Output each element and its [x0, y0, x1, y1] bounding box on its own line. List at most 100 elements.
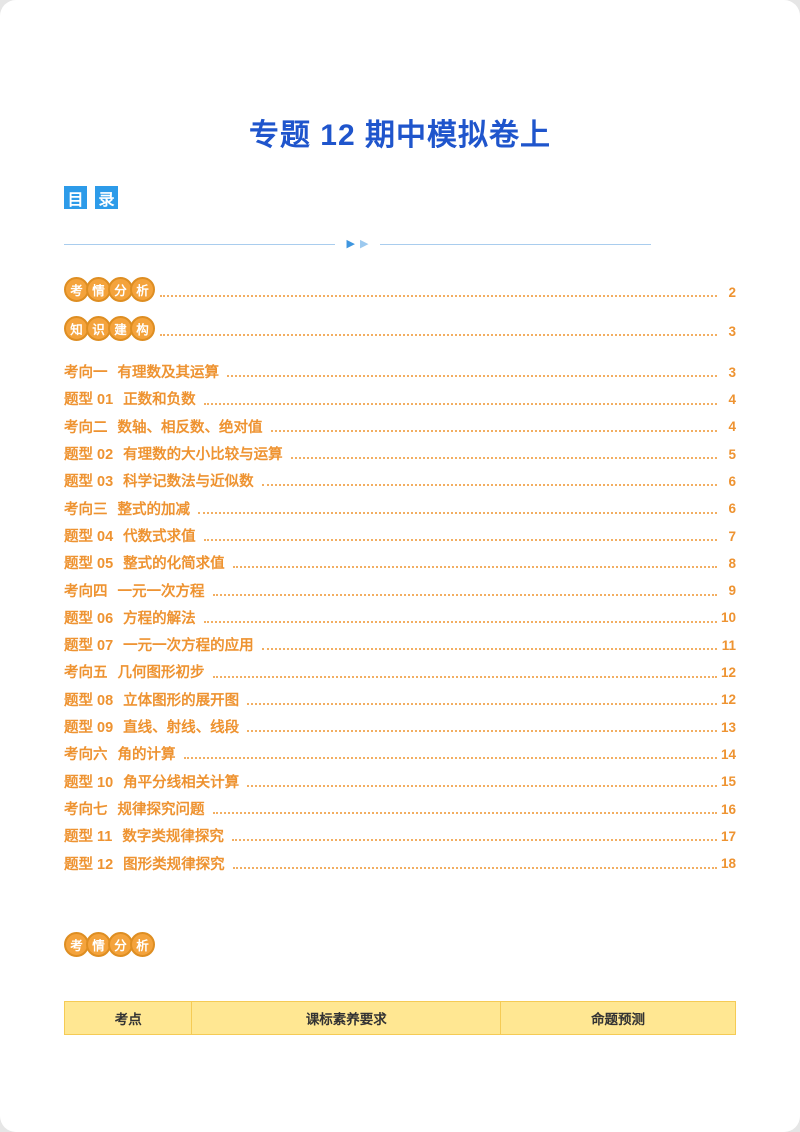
badge-char: 构: [130, 316, 155, 341]
dotted-leader: [247, 784, 717, 787]
toc-entry: 题型 02 有理数的大小比较与运算 5: [64, 437, 736, 464]
badge-char: 识: [86, 316, 111, 341]
toc-entry: 题型 09 直线、射线、线段 13: [64, 710, 736, 737]
table-header-row: 考点 课标素养要求 命题预测: [63, 1000, 736, 1035]
toc-page-number: 8: [728, 555, 736, 571]
toc-entry: 题型 12 图形类规律探究 18: [64, 846, 736, 873]
dotted-leader: [232, 566, 717, 569]
toc-entry: 考向五 几何图形初步 12: [64, 655, 736, 682]
toc-entry-title: 代数式求值: [123, 528, 196, 545]
toc-page-number: 14: [720, 746, 736, 762]
toc-page-number: 15: [720, 774, 736, 790]
dotted-leader: [183, 757, 717, 760]
dotted-leader: [203, 539, 717, 542]
toc-page-number: 17: [720, 828, 736, 844]
toc-entry-label: 考向一: [64, 365, 108, 382]
table-header-2: 课标素养要求: [191, 1000, 502, 1035]
dotted-leader: [212, 675, 717, 678]
toc-entry-label: 题型 08: [64, 692, 114, 709]
dotted-leader: [227, 375, 717, 378]
toc-page-number: 9: [728, 583, 736, 599]
toc-entry-label: 题型 04: [64, 528, 114, 545]
toc-badge-rows: 考情分析 2 知识建构 3: [64, 276, 736, 341]
dotted-leader: [232, 866, 717, 869]
dotted-leader: [247, 730, 717, 733]
toc-page-number: 5: [728, 446, 736, 462]
toc-entry-label: 题型 12: [64, 856, 114, 873]
toc-list: 考向一 有理数及其运算 3 题型 01 正数和负数 4 考向二 数轴、相反数、绝对值 4 题型 0…: [64, 355, 736, 874]
toc-entry-label: 题型 07: [64, 638, 114, 655]
dotted-leader: [198, 511, 717, 514]
toc-entry: 题型 03 科学记数法与近似数 6: [64, 464, 736, 491]
dotted-leader: [212, 593, 717, 596]
dotted-leader: [290, 457, 717, 460]
dotted-leader: [270, 429, 717, 432]
toc-entry-title: 数字类规律探究: [122, 829, 224, 846]
toc-entry-title: 规律探究问题: [117, 801, 205, 818]
toc-entry-title: 图形类规律探究: [123, 856, 225, 873]
badge-char: 析: [130, 931, 155, 957]
toc-entry-label: 考向六: [64, 747, 108, 764]
toc-entry-label: 题型 06: [64, 610, 114, 627]
toc-entry-label: 题型 10: [64, 774, 114, 791]
toc-entry: 题型 05 整式的化简求值 8: [64, 546, 736, 573]
toc-entry-title: 立体图形的展开图: [123, 692, 240, 709]
toc-entry-label: 考向三: [64, 501, 108, 518]
toc-page-number: 6: [728, 501, 736, 517]
toc-entry-title: 方程的解法: [123, 610, 196, 627]
toc-entry: 考向七 规律探究问题 16: [64, 792, 736, 819]
toc-entry-label: 题型 11: [64, 829, 113, 846]
dotted-leader: [160, 295, 717, 297]
toc-page-number: 18: [720, 856, 736, 872]
toc-page-number: 12: [720, 692, 736, 708]
toc-entry: 考向六 角的计算 14: [64, 737, 736, 764]
dotted-leader: [212, 812, 717, 815]
toc-entry: 题型 10 角平分线相关计算 15: [64, 764, 736, 791]
toc-entry-label: 题型 02: [64, 447, 114, 464]
toc-entry-label: 考向五: [64, 665, 108, 682]
divider-line-right: [380, 244, 651, 245]
dotted-leader: [160, 334, 717, 336]
toc-entry-label: 考向四: [64, 583, 108, 600]
table-header-1: 考点: [63, 1000, 193, 1035]
toc-heading-char: 录: [95, 186, 118, 209]
table-header-3: 命题预测: [500, 1000, 736, 1035]
toc-page-number: 12: [720, 665, 736, 681]
section-badge: 知识建构: [64, 316, 155, 341]
toc-entry-title: 几何图形初步: [117, 665, 205, 682]
toc-page-number: 3: [728, 323, 736, 339]
divider-line-left: [64, 244, 335, 245]
toc-entry: 题型 07 一元一次方程的应用 11: [64, 628, 736, 655]
toc-entry-label: 考向七: [64, 801, 108, 818]
toc-entry: 考向三 整式的加减 6: [64, 491, 736, 518]
toc-entry-title: 整式的加减: [117, 501, 191, 518]
section-badge: 考情分析: [64, 277, 155, 302]
dotted-leader: [203, 402, 717, 405]
toc-divider: ▶ ▶: [64, 239, 736, 250]
toc-entry: 考向二 数轴、相反数、绝对值 4: [64, 410, 736, 437]
toc-entry-title: 科学记数法与近似数: [123, 474, 254, 491]
triangle-icon: ▶: [346, 238, 355, 250]
exam-points-table: 考点 课标素养要求 命题预测: [63, 1000, 736, 1035]
toc-entry-title: 数轴、相反数、绝对值: [117, 419, 263, 436]
triangle-icon: ▶: [360, 238, 369, 250]
dotted-leader: [261, 484, 717, 487]
toc-entry-title: 一元一次方程的应用: [123, 638, 254, 655]
toc-page-number: 16: [720, 801, 736, 817]
toc-page-number: 3: [728, 364, 736, 380]
toc-page-number: 2: [728, 284, 736, 300]
toc-entry-label: 题型 09: [64, 720, 114, 737]
toc-entry-title: 有理数的大小比较与运算: [123, 447, 283, 464]
toc-entry-label: 题型 03: [64, 474, 114, 491]
toc-entry: 题型 01 正数和负数 4: [64, 382, 736, 409]
dotted-leader: [231, 839, 717, 842]
toc-heading: 目录: [64, 186, 736, 209]
toc-entry-label: 考向二: [64, 419, 108, 436]
exam-analysis-section: 考情分析: [64, 931, 736, 957]
badge-char: 分: [108, 277, 133, 302]
toc-entry: 题型 04 代数式求值 7: [64, 519, 736, 546]
badge-char: 析: [130, 277, 155, 302]
toc-page-number: 13: [720, 719, 736, 735]
